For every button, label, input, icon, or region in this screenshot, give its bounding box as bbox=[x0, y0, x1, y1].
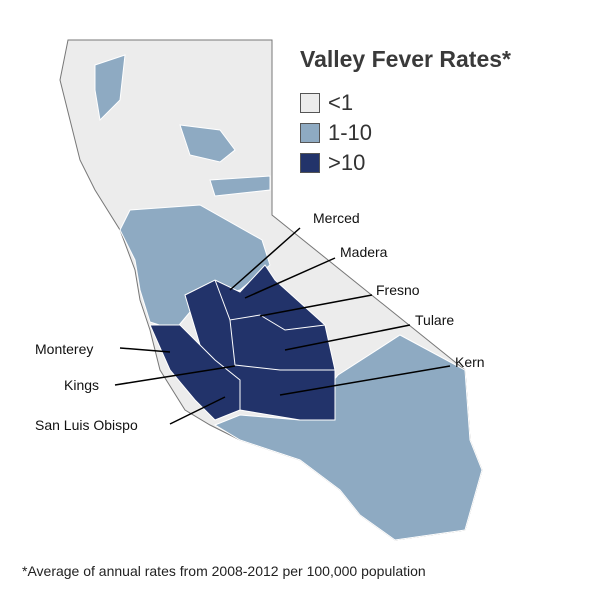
label-monterey: Monterey bbox=[35, 341, 94, 357]
legend-item-mid: 1-10 bbox=[300, 120, 372, 146]
leader-lines bbox=[114, 227, 451, 425]
region-lassen bbox=[179, 124, 236, 163]
label-madera: Madera bbox=[340, 244, 388, 260]
legend-item-high: >10 bbox=[300, 150, 365, 176]
label-kings: Kings bbox=[64, 377, 100, 393]
legend-label: >10 bbox=[328, 150, 366, 175]
map-title: Valley Fever Rates* bbox=[300, 46, 511, 72]
region-trinity bbox=[94, 54, 126, 122]
legend-swatch bbox=[300, 153, 320, 173]
region-sierra-strip bbox=[209, 175, 271, 197]
legend-swatch bbox=[300, 93, 320, 113]
label-merced: Merced bbox=[313, 210, 360, 226]
label-san-luis-obispo: San Luis Obispo bbox=[35, 417, 138, 433]
region-bay-area-sacramento bbox=[119, 204, 271, 331]
legend-label: <1 bbox=[328, 90, 354, 115]
legend-label: 1-10 bbox=[328, 120, 373, 145]
legend-swatch bbox=[300, 123, 320, 143]
legend-item-low: <1 bbox=[300, 90, 353, 116]
region-southern-california bbox=[213, 334, 483, 541]
label-tulare: Tulare bbox=[415, 312, 455, 328]
label-fresno: Fresno bbox=[376, 282, 420, 298]
label-kern: Kern bbox=[455, 354, 485, 370]
footnote: *Average of annual rates from 2008-2012 … bbox=[22, 563, 426, 579]
